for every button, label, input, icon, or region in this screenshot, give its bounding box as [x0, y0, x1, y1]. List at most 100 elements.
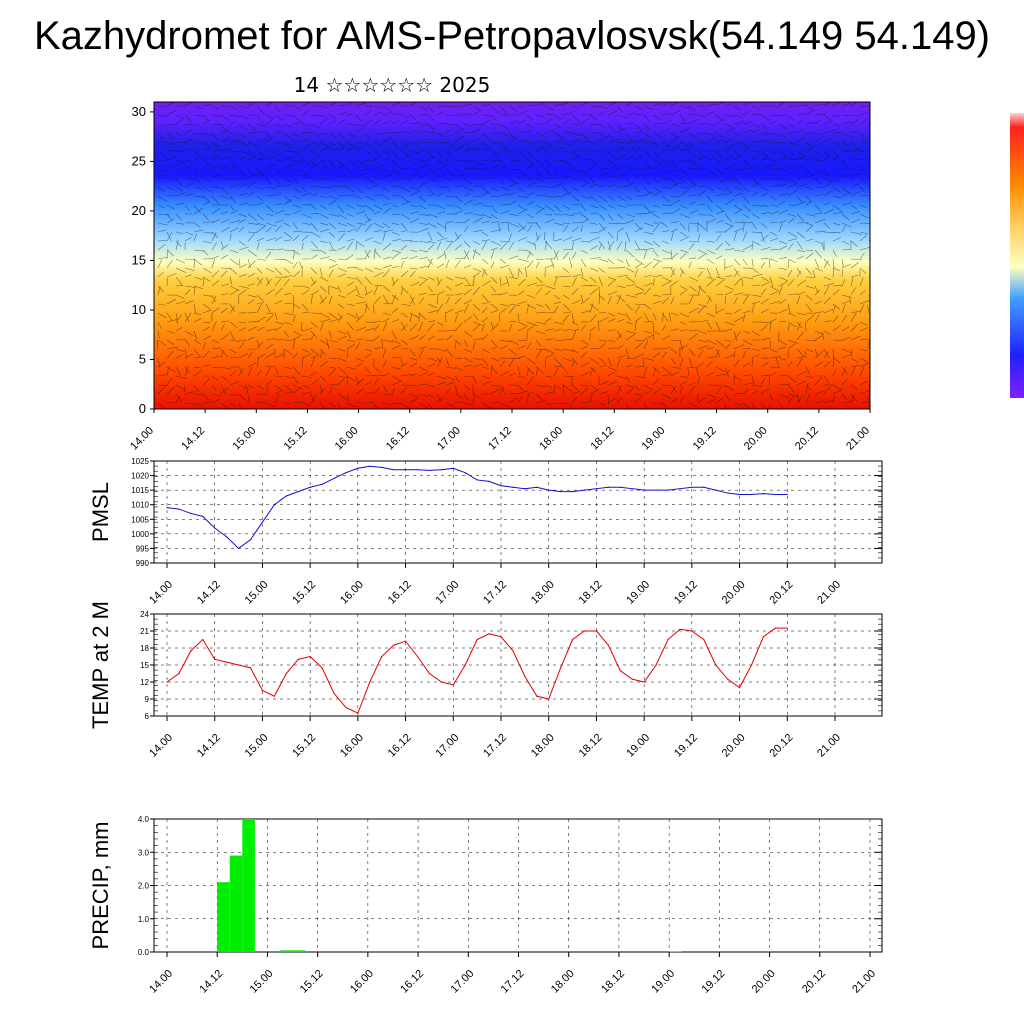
wind-barb — [697, 189, 707, 197]
wind-barb — [490, 164, 499, 170]
wind-barb — [733, 277, 742, 287]
wind-barb — [310, 162, 320, 170]
wind-barb — [301, 338, 312, 341]
wind-barb — [481, 103, 492, 107]
wind-barb — [292, 210, 302, 215]
wind-barb — [463, 250, 470, 260]
wind-barb — [526, 123, 534, 129]
wind-barb — [535, 366, 544, 374]
wind-barb — [508, 357, 515, 368]
wind-barb — [535, 321, 547, 325]
wind-barb — [499, 210, 510, 215]
wind-barb — [706, 267, 712, 278]
wind-barb — [265, 385, 269, 395]
wind-barb — [778, 299, 787, 305]
wind-barb — [445, 177, 454, 182]
wind-barb — [256, 357, 259, 368]
wind-barb — [517, 312, 520, 322]
wind-barb — [841, 240, 850, 245]
wind-barb — [319, 375, 327, 382]
wind-barb — [310, 141, 321, 146]
wind-barb — [472, 202, 484, 206]
wind-barb — [256, 241, 260, 251]
wind-barb — [220, 186, 229, 196]
wind-barb — [283, 249, 295, 252]
wind-barb — [607, 366, 618, 372]
wind-barb — [688, 307, 699, 314]
wind-barb — [337, 357, 347, 362]
wind-barb — [733, 132, 741, 137]
wind-barb — [499, 241, 508, 251]
wind-barb — [373, 105, 383, 109]
wind-barb — [274, 389, 284, 395]
wind-barb — [337, 267, 348, 273]
wind-barb — [238, 327, 247, 332]
wind-barb — [166, 155, 177, 161]
wind-barb — [301, 213, 313, 219]
wind-barb — [805, 348, 814, 353]
wind-barb — [679, 357, 684, 368]
wind-barb — [274, 312, 278, 321]
wind-barb — [202, 378, 211, 386]
wind-barb — [841, 159, 848, 168]
wind-barb — [436, 295, 439, 305]
wind-barb — [265, 343, 274, 350]
wind-barb — [697, 168, 707, 170]
wind-barb — [760, 337, 771, 341]
wind-barb — [193, 222, 201, 228]
wind-barb — [418, 292, 427, 296]
wind-barb — [193, 207, 203, 215]
pmsl-point — [476, 479, 478, 481]
wind-barb — [184, 267, 195, 271]
wind-barb — [220, 323, 225, 332]
wind-barb — [805, 393, 811, 404]
wind-barb — [778, 308, 789, 314]
wind-barb — [661, 312, 669, 322]
wind-barb — [499, 402, 510, 408]
temp-point — [619, 670, 621, 672]
wind-barb — [715, 159, 726, 165]
wind-barb — [355, 211, 366, 215]
wind-barb — [616, 114, 628, 119]
wind-barb — [571, 123, 582, 125]
wind-barb — [778, 402, 784, 409]
wind-barb — [292, 105, 301, 110]
wind-barb — [454, 244, 462, 251]
wind-barb — [310, 333, 315, 341]
wind-barb — [175, 314, 183, 323]
wind-barb — [472, 393, 481, 399]
wind-barb — [319, 240, 328, 243]
wind-barb — [157, 159, 166, 162]
wind-barb — [292, 235, 299, 242]
wind-barb — [292, 121, 304, 125]
wind-barb — [283, 156, 295, 161]
wind-barb — [553, 159, 564, 162]
wind-barb — [760, 192, 769, 197]
wind-barb — [643, 261, 653, 269]
wind-barb — [301, 285, 311, 289]
wind-barb — [850, 258, 862, 261]
wind-barb — [526, 303, 537, 310]
wind-barb — [634, 258, 644, 265]
wind-barb — [787, 183, 798, 188]
wind-barb — [643, 240, 653, 245]
wind-barb — [517, 326, 527, 332]
wind-barb — [625, 182, 635, 188]
wind-barb — [247, 384, 255, 389]
wind-barb — [472, 185, 483, 188]
wind-barb — [697, 319, 709, 323]
x-tick-label: 19.00 — [649, 968, 677, 996]
wind-barb — [769, 372, 777, 377]
wind-barb — [310, 378, 320, 386]
wind-barb — [769, 258, 778, 263]
wind-barb — [427, 240, 436, 244]
wind-barb — [157, 402, 165, 408]
wind-barb — [796, 331, 804, 341]
wind-barb — [472, 249, 481, 256]
wind-barb — [706, 371, 715, 377]
wind-barb — [256, 138, 267, 143]
wind-barb — [319, 204, 328, 210]
wind-barb — [157, 176, 167, 179]
wind-barb — [841, 249, 852, 251]
x-tick-label: 14.12 — [195, 579, 223, 607]
